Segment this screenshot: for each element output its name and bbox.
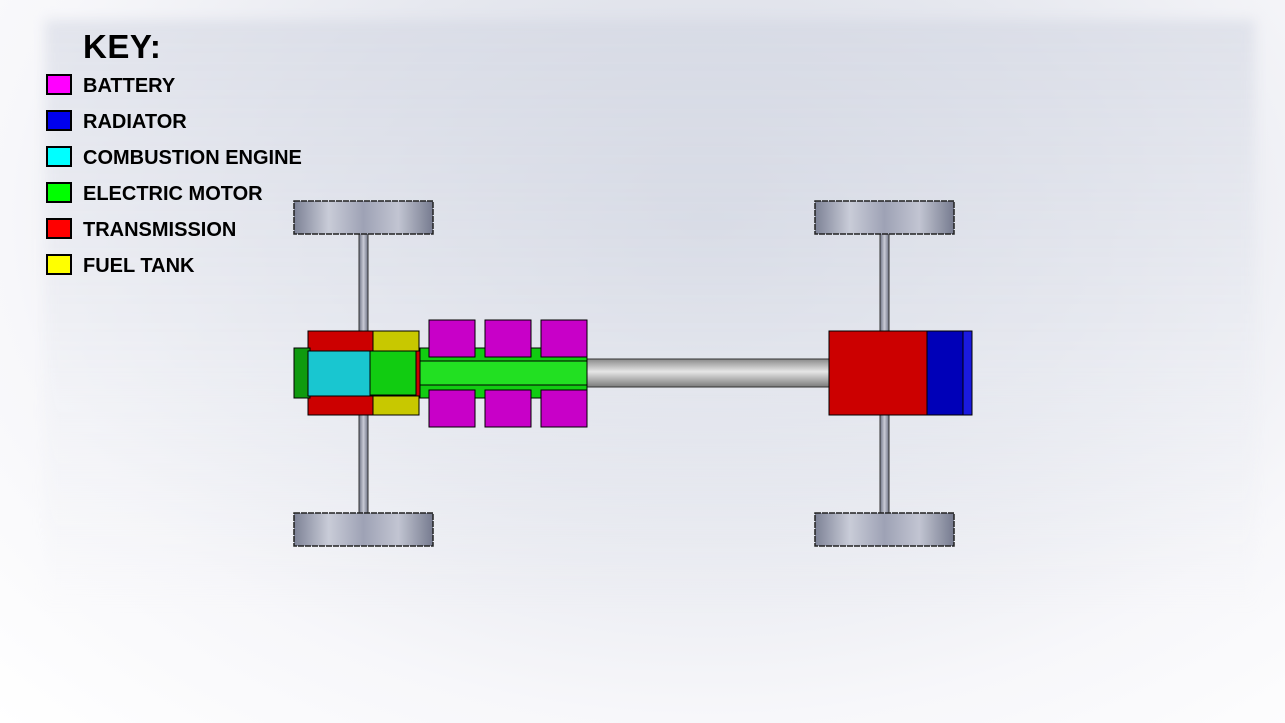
radiator-fin bbox=[962, 330, 973, 416]
rear-axle-upper bbox=[879, 232, 890, 334]
fuel-tank-upper bbox=[372, 330, 420, 352]
fuel-tank-lower bbox=[372, 395, 420, 416]
combustion-engine bbox=[307, 350, 371, 397]
battery-swatch bbox=[46, 74, 72, 95]
electric-motor-swatch bbox=[46, 182, 72, 203]
wheel-rear-right bbox=[814, 512, 955, 547]
front-axle-lower bbox=[358, 413, 369, 515]
background-panel bbox=[45, 20, 1255, 610]
electric-motor-core bbox=[419, 360, 588, 386]
battery-cell bbox=[484, 319, 532, 358]
rear-transmission bbox=[828, 330, 928, 416]
battery-cell bbox=[428, 389, 476, 428]
battery-cell bbox=[484, 389, 532, 428]
key-label-electric-motor: ELECTRIC MOTOR bbox=[83, 183, 263, 205]
radiator-swatch bbox=[46, 110, 72, 131]
key-title: KEY: bbox=[83, 28, 162, 65]
fuel-tank-swatch bbox=[46, 254, 72, 275]
key-label-radiator: RADIATOR bbox=[83, 111, 187, 133]
key-label-battery: BATTERY bbox=[83, 75, 176, 97]
key-label-combustion-engine: COMBUSTION ENGINE bbox=[83, 147, 302, 169]
drive-shaft bbox=[585, 358, 832, 388]
combustion-engine-swatch bbox=[46, 146, 72, 167]
radiator bbox=[926, 330, 964, 416]
key-label-fuel-tank: FUEL TANK bbox=[83, 255, 195, 277]
battery-cell bbox=[540, 389, 588, 428]
front-transmission-lower bbox=[307, 395, 383, 416]
front-axle-upper bbox=[358, 232, 369, 334]
key-label-transmission: TRANSMISSION bbox=[83, 219, 237, 241]
battery-cell bbox=[540, 319, 588, 358]
front-electric-motor-ring bbox=[367, 350, 417, 396]
battery-cell bbox=[428, 319, 476, 358]
wheel-front-left bbox=[293, 200, 434, 235]
transmission-swatch bbox=[46, 218, 72, 239]
rear-axle-lower bbox=[879, 413, 890, 515]
front-transmission-upper bbox=[307, 330, 383, 352]
wheel-front-right bbox=[293, 512, 434, 547]
wheel-rear-left bbox=[814, 200, 955, 235]
